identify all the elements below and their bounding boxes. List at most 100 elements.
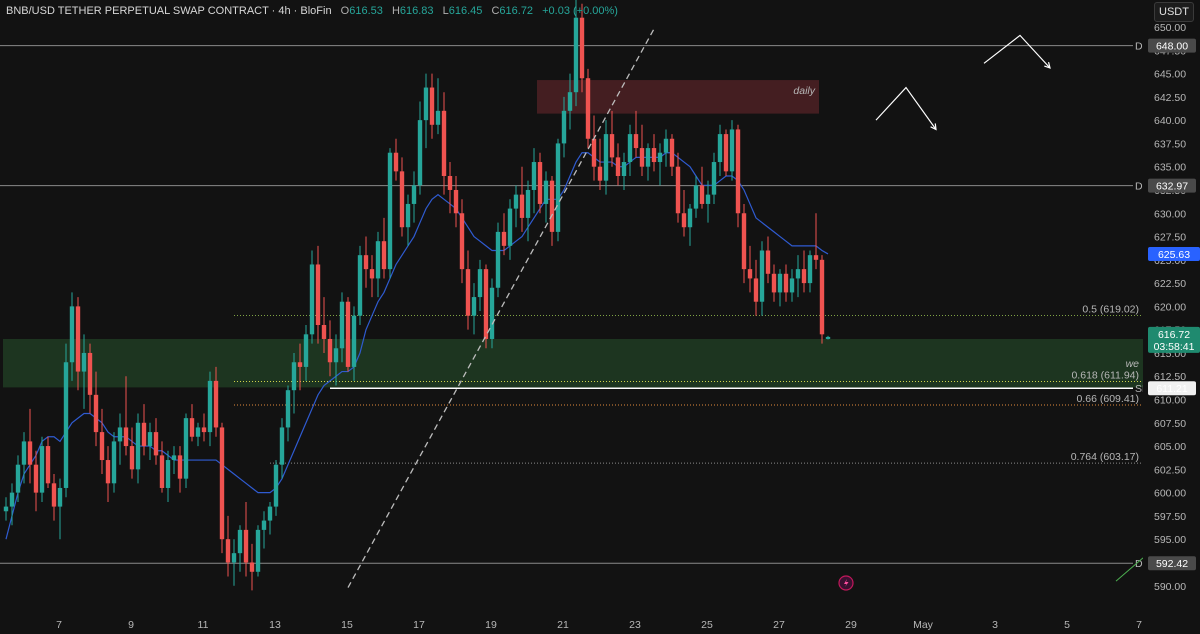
y-tick-label: 627.50 [1154, 232, 1186, 244]
candle [423, 87, 429, 121]
level-tag-1 [1148, 178, 1196, 193]
candle [135, 422, 141, 470]
x-tick-label: 19 [485, 619, 497, 631]
y-tick-label: 645.00 [1154, 69, 1186, 81]
y-tick-label: 597.50 [1154, 511, 1186, 523]
ohlc-high-value: 616.83 [399, 5, 434, 17]
candle [687, 208, 693, 228]
candle [681, 213, 687, 228]
candle [255, 529, 261, 572]
candle [411, 185, 417, 204]
candle [765, 250, 771, 274]
candle [537, 162, 543, 204]
candle [339, 301, 345, 349]
candle [171, 455, 177, 461]
candle [507, 208, 513, 246]
candle [717, 134, 723, 163]
y-tick-label: 602.50 [1154, 464, 1186, 476]
candle [405, 203, 411, 228]
candle [33, 464, 39, 493]
candle [15, 464, 21, 493]
candle [369, 269, 375, 279]
candle [783, 273, 789, 293]
candle [747, 269, 753, 279]
candle [777, 273, 783, 293]
candle [375, 241, 381, 279]
currency-button[interactable]: USDT [1154, 2, 1194, 22]
level-tag-3 [1148, 381, 1196, 396]
y-tick-label: 622.50 [1154, 278, 1186, 290]
candle [465, 269, 471, 316]
candle [567, 92, 573, 111]
level-tag-label-2: 592.42 [1156, 558, 1188, 570]
symbol-title: BNB/USD TETHER PERPETUAL SWAP CONTRACT ·… [6, 5, 332, 17]
candle [693, 185, 699, 209]
x-tick-label: 13 [269, 619, 281, 631]
candle [729, 129, 735, 172]
candle [459, 213, 465, 270]
candle [309, 264, 315, 335]
candle [447, 176, 453, 190]
candle [633, 134, 639, 149]
ohlc-close-value: 616.72 [499, 5, 534, 17]
green-trendline [1115, 557, 1144, 582]
y-tick-label: 590.00 [1154, 581, 1186, 593]
zone-label-daily: daily [793, 85, 815, 97]
level-tag-0 [1148, 38, 1196, 53]
candle [93, 394, 99, 433]
candle [645, 148, 651, 167]
candle [9, 492, 15, 507]
candle [195, 427, 201, 437]
candle [495, 231, 501, 288]
candle [345, 301, 351, 367]
candle [555, 143, 561, 232]
y-tick-label: 605.00 [1154, 441, 1186, 453]
candle [741, 213, 747, 270]
candle [531, 162, 537, 190]
candle [441, 110, 447, 177]
x-tick-label: 5 [1064, 619, 1070, 631]
candle [807, 255, 813, 284]
time-axis [0, 614, 1143, 634]
candle [801, 269, 807, 284]
candle [45, 446, 51, 484]
x-tick-label: 25 [701, 619, 713, 631]
candle [315, 264, 321, 326]
candle [285, 390, 291, 428]
candle [3, 506, 9, 512]
x-tick-label: 11 [198, 619, 209, 631]
candle [123, 427, 129, 447]
candle [159, 455, 165, 488]
candle [231, 553, 237, 563]
candle [585, 78, 591, 139]
price-tag-0 [1148, 246, 1200, 261]
y-tick-label: 620.00 [1154, 301, 1186, 313]
x-tick-label: 17 [413, 619, 425, 631]
candle [177, 455, 183, 479]
candle [141, 422, 147, 447]
candle [357, 255, 363, 316]
price-tag-label-1: 616.72 [1158, 329, 1190, 341]
y-tick-label: 642.50 [1154, 92, 1186, 104]
candle [333, 348, 339, 363]
ohlc-low-key: L [442, 5, 449, 17]
x-tick-label: 3 [992, 619, 998, 631]
candle [429, 87, 435, 125]
x-tick-label: 27 [773, 619, 785, 631]
candle [639, 148, 645, 167]
level-tag-label-1: 632.97 [1156, 181, 1188, 193]
candle [213, 380, 219, 428]
candle [615, 157, 621, 177]
candle [435, 110, 441, 125]
candle [477, 269, 483, 298]
y-tick-label: 607.50 [1154, 418, 1186, 430]
fib-label-2: 0.66 (609.41) [1077, 393, 1139, 405]
fib-label-3: 0.764 (603.17) [1071, 451, 1139, 463]
ohlc-open-value: 616.53 [349, 5, 383, 17]
candle [111, 441, 117, 484]
candle [303, 334, 309, 367]
arrow-top-right [983, 34, 1051, 69]
ohlc-close-key: C [491, 5, 500, 17]
